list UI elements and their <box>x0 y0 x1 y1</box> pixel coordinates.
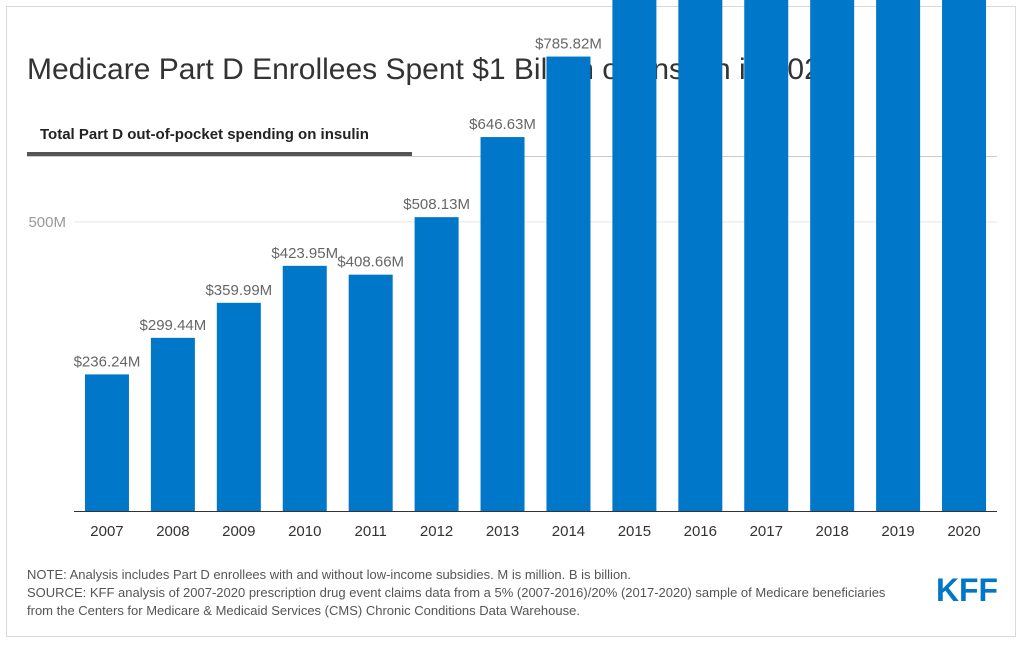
data-label: $508.13M <box>403 196 470 213</box>
bar <box>744 0 789 511</box>
bar <box>216 302 261 511</box>
x-tick-label: 2013 <box>486 523 519 540</box>
x-tick-label: 2011 <box>355 523 387 540</box>
data-label: $236.24M <box>74 353 141 370</box>
x-tick-label: 2018 <box>815 523 848 540</box>
x-tick-label: 2016 <box>684 523 717 540</box>
tab-label: Total Part D out-of-pocket spending on i… <box>40 126 369 143</box>
bar <box>348 274 393 511</box>
bar <box>414 217 459 511</box>
bar <box>810 0 855 512</box>
bar <box>84 374 129 511</box>
bar <box>612 0 657 512</box>
bar <box>942 0 987 511</box>
x-tick-label: 2009 <box>222 523 255 540</box>
x-tick-label: 2012 <box>420 523 453 540</box>
data-label: $359.99M <box>205 282 272 299</box>
bar <box>876 0 921 512</box>
bar <box>150 337 195 511</box>
bar-chart: 500M$1B$236.24M$299.44M$359.99M$423.95M$… <box>28 0 997 540</box>
bar <box>480 137 525 511</box>
data-label: $785.82M <box>535 36 602 53</box>
bar <box>282 265 327 511</box>
chart-notes: NOTE: Analysis includes Part D enrollees… <box>27 566 907 620</box>
data-label: $408.66M <box>337 254 404 271</box>
x-tick-label: 2014 <box>552 523 585 540</box>
kff-logo: KFF <box>936 574 998 604</box>
source-text: SOURCE: KFF analysis of 2007-2020 prescr… <box>27 585 886 618</box>
x-tick-label: 2020 <box>947 523 980 540</box>
bar <box>678 0 723 511</box>
x-tick-label: 2015 <box>618 523 651 540</box>
bar <box>546 56 591 511</box>
x-tick-label: 2007 <box>90 523 123 540</box>
data-label: $423.95M <box>271 245 338 262</box>
x-tick-label: 2019 <box>881 523 914 540</box>
y-tick-label: 500M <box>28 214 66 231</box>
tab-total-spending[interactable]: Total Part D out-of-pocket spending on i… <box>27 116 412 156</box>
data-label: $646.63M <box>469 116 536 133</box>
x-tick-label: 2010 <box>288 523 321 540</box>
x-tick-label: 2017 <box>750 523 783 540</box>
note-text: NOTE: Analysis includes Part D enrollees… <box>27 567 632 582</box>
data-label: $299.44M <box>140 317 207 334</box>
x-tick-label: 2008 <box>156 523 189 540</box>
kff-logo-text: KFF <box>936 574 998 604</box>
